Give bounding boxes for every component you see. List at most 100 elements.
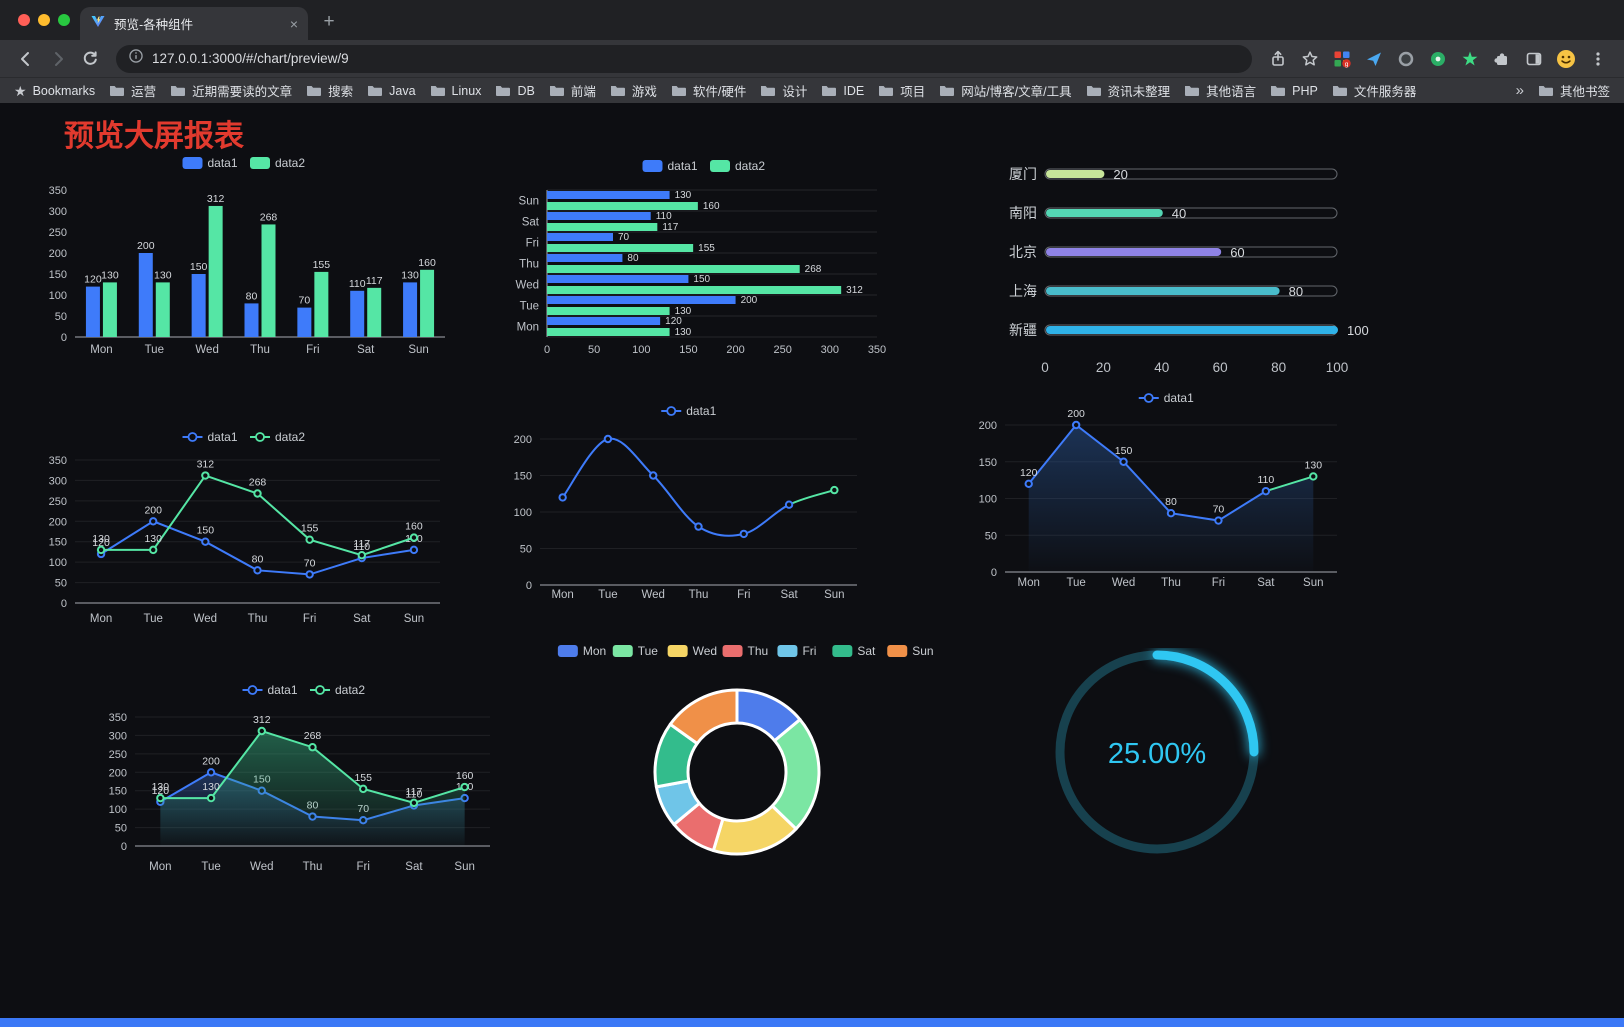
- svg-text:Mon: Mon: [149, 861, 171, 873]
- other-bookmarks[interactable]: 其他书签: [1538, 81, 1610, 100]
- bookmark-folder[interactable]: 前端: [549, 81, 596, 100]
- minimize-window-button[interactable]: [38, 14, 50, 26]
- svg-text:Sun: Sun: [454, 861, 474, 873]
- svg-text:Mon: Mon: [551, 589, 573, 601]
- svg-text:300: 300: [109, 730, 127, 742]
- svg-text:Thu: Thu: [303, 861, 323, 873]
- reload-button[interactable]: [76, 45, 104, 73]
- new-tab-button[interactable]: +: [323, 11, 335, 32]
- ext-icon-green-star[interactable]: [1456, 45, 1484, 73]
- svg-text:Tue: Tue: [145, 344, 164, 356]
- bookmark-folder[interactable]: IDE: [821, 84, 864, 98]
- address-bar[interactable]: 127.0.0.1:3000/#/chart/preview/9: [116, 44, 1252, 73]
- folder-icon: [761, 86, 776, 96]
- zoom-window-button[interactable]: [58, 14, 70, 26]
- bookmark-folder[interactable]: 设计: [760, 81, 807, 100]
- svg-text:60: 60: [1230, 245, 1244, 260]
- svg-text:Sat: Sat: [353, 613, 371, 625]
- svg-text:200: 200: [202, 755, 220, 767]
- bookmark-folder[interactable]: PHP: [1270, 84, 1318, 98]
- ext-icon-green-circle[interactable]: [1424, 45, 1452, 73]
- svg-text:110: 110: [1257, 474, 1274, 486]
- bookmark-folder[interactable]: 项目: [878, 81, 925, 100]
- svg-text:Tue: Tue: [144, 613, 163, 625]
- chart-line-smooth[interactable]: data1 0 50 100 150 200 Mon Tue Wed Thu Fri Sat Sun: [495, 396, 885, 611]
- folder-icon: [940, 86, 955, 96]
- svg-text:155: 155: [698, 243, 715, 254]
- menu-kebab-icon[interactable]: [1584, 45, 1612, 73]
- svg-text:120: 120: [1020, 467, 1038, 479]
- chart-line-two-series[interactable]: data1 data2 0 50 100 150 200 250 300 350 Mon Tue Wed…: [30, 425, 460, 635]
- svg-text:data2: data2: [275, 430, 305, 444]
- chart-line-area[interactable]: data1 0 50 100 150 200 Mon Tue Wed Thu Fri Sat Sun 12…: [950, 386, 1385, 601]
- svg-text:110: 110: [406, 788, 423, 800]
- browser-tab[interactable]: 预览-各种组件 ×: [80, 7, 308, 40]
- svg-text:Mon: Mon: [517, 322, 539, 334]
- svg-text:Sun: Sun: [912, 644, 933, 658]
- bookmark-folder[interactable]: 运营: [109, 81, 156, 100]
- svg-text:200: 200: [49, 248, 67, 260]
- chart-gauge[interactable]: 25.00%: [1030, 648, 1290, 878]
- svg-text:data1: data1: [1164, 391, 1194, 405]
- site-info-icon[interactable]: [128, 48, 144, 69]
- bookmark-star-icon[interactable]: [1296, 45, 1324, 73]
- tab-close-icon[interactable]: ×: [289, 15, 298, 32]
- chart-bar-grouped[interactable]: data1 data2 0 50 100 150 200 250 300 350 Mon Tue Wed…: [30, 151, 460, 366]
- bookmark-folder[interactable]: 其他语言: [1184, 81, 1256, 100]
- chart-progress-bars[interactable]: 厦门 20 南阳 40 北京 60 上海 80 新疆 100 0 20 40 60 80 100: [955, 158, 1385, 388]
- share-icon[interactable]: [1264, 45, 1292, 73]
- close-window-button[interactable]: [18, 14, 30, 26]
- chart-donut[interactable]: Mon Tue Wed Thu Fri Sat Sun: [545, 638, 945, 873]
- bookmark-folder[interactable]: Linux: [430, 84, 481, 98]
- svg-text:100: 100: [1326, 360, 1349, 375]
- svg-text:Mon: Mon: [583, 644, 606, 658]
- svg-text:Sat: Sat: [857, 644, 876, 658]
- folder-icon: [368, 86, 383, 96]
- svg-text:268: 268: [304, 730, 322, 742]
- svg-text:Mon: Mon: [1018, 577, 1040, 589]
- ext-icon-gray-ring[interactable]: [1392, 45, 1420, 73]
- svg-text:250: 250: [49, 227, 67, 239]
- chart-bar-horizontal[interactable]: data1 data2 0 50 100 150 200 250 300 350 Sun 130 160…: [505, 153, 905, 378]
- svg-text:160: 160: [456, 770, 474, 782]
- svg-text:130: 130: [675, 190, 692, 201]
- svg-text:g: g: [1345, 60, 1349, 67]
- bookmark-folder[interactable]: 近期需要读的文章: [170, 81, 292, 100]
- ext-icon-blue-kite[interactable]: [1360, 45, 1388, 73]
- svg-text:50: 50: [55, 311, 67, 323]
- side-panel-icon[interactable]: [1520, 45, 1548, 73]
- svg-text:200: 200: [514, 434, 532, 446]
- folder-icon: [549, 86, 564, 96]
- svg-text:150: 150: [49, 269, 67, 281]
- svg-text:上海: 上海: [1009, 283, 1037, 299]
- bookmark-folder[interactable]: 搜索: [306, 81, 353, 100]
- back-button[interactable]: [12, 45, 40, 73]
- chart-line-two-area[interactable]: data1 data2 0 50 100 150 200 250 300 350 Mon Tue Wed…: [90, 678, 520, 893]
- folder-icon: [1332, 86, 1347, 96]
- svg-text:Thu: Thu: [1161, 577, 1181, 589]
- svg-text:data1: data1: [268, 683, 298, 697]
- svg-text:Sat: Sat: [522, 217, 540, 229]
- svg-text:117: 117: [353, 538, 370, 550]
- profile-avatar[interactable]: [1552, 45, 1580, 73]
- page-title: 预览大屏报表: [64, 120, 244, 153]
- extensions-puzzle-icon[interactable]: [1488, 45, 1516, 73]
- bookmark-folder[interactable]: Java: [367, 84, 416, 98]
- bookmarks-overflow-chevron[interactable]: »: [1515, 82, 1524, 99]
- svg-text:200: 200: [741, 295, 758, 306]
- ext-icon-grid[interactable]: g: [1328, 45, 1356, 73]
- svg-text:80: 80: [246, 290, 258, 302]
- bookmark-folder[interactable]: 资讯未整理: [1086, 81, 1170, 100]
- bookmark-folder[interactable]: DB: [495, 84, 535, 98]
- svg-text:110: 110: [353, 541, 370, 553]
- bookmark-folder[interactable]: 游戏: [610, 81, 657, 100]
- bookmark-folder[interactable]: 软件/硬件: [671, 81, 746, 100]
- folder-icon: [610, 86, 625, 96]
- svg-text:0: 0: [121, 841, 127, 853]
- forward-button[interactable]: [44, 45, 72, 73]
- bookmark-folder[interactable]: 网站/博客/文章/工具: [939, 81, 1072, 100]
- bookmarks-star-item[interactable]: ★ Bookmarks: [14, 84, 95, 98]
- bookmark-folder[interactable]: 文件服务器: [1332, 81, 1416, 100]
- folder-icon: [1271, 86, 1286, 96]
- svg-text:350: 350: [109, 712, 127, 724]
